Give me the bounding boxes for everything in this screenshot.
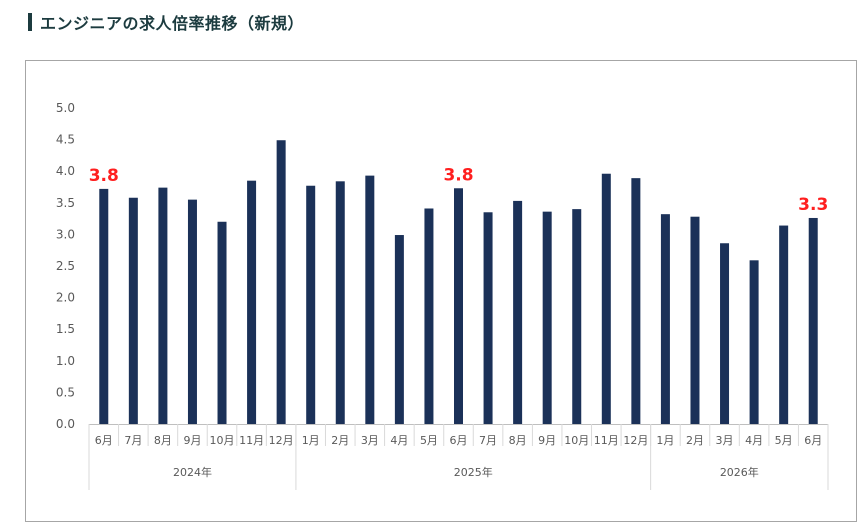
x-category-label: 12月 <box>269 434 294 447</box>
bar-20 <box>660 214 670 424</box>
x-year-label: 2025年 <box>454 465 493 479</box>
heading-accent-bar <box>28 13 32 31</box>
bar-4 <box>187 199 197 424</box>
x-category-label: 1月 <box>656 434 674 447</box>
x-category-label: 7月 <box>479 434 497 447</box>
x-category-label: 12月 <box>623 434 648 447</box>
x-category-label: 5月 <box>775 434 793 447</box>
x-category-label: 6月 <box>95 434 113 447</box>
x-category-label: 11月 <box>594 434 619 447</box>
x-category-label: 5月 <box>420 434 438 447</box>
x-category-label: 6月 <box>804 434 822 447</box>
bar-3 <box>158 187 168 424</box>
bar-22 <box>720 243 730 424</box>
bar-6 <box>247 180 257 424</box>
x-category-label: 9月 <box>183 434 201 447</box>
chart-frame: 0.0 0.5 1.0 1.5 2.0 2.5 3.0 3.5 4.0 4.5 5.0 6月 7月 8月 9… <box>25 60 857 522</box>
x-category-label: 2月 <box>331 434 349 447</box>
bar-11 <box>394 235 404 424</box>
x-category-label: 6月 <box>450 434 468 447</box>
x-category-label: 2月 <box>686 434 704 447</box>
y-tick-label: 3.0 <box>56 227 75 241</box>
y-tick-label: 4.0 <box>56 164 75 178</box>
bar-23 <box>749 260 759 424</box>
y-tick-label: 2.0 <box>56 291 75 305</box>
bar-8 <box>306 185 316 424</box>
bar-24 <box>779 225 789 424</box>
data-label: 3.8 <box>89 166 119 186</box>
y-tick-label: 1.0 <box>56 354 75 368</box>
data-label: 3.8 <box>443 165 473 185</box>
x-category-label: 10月 <box>564 434 589 447</box>
y-tick-label: 1.5 <box>56 322 75 336</box>
bar-15 <box>513 200 523 424</box>
y-tick-label: 5.0 <box>56 101 75 115</box>
x-category-label: 1月 <box>302 434 320 447</box>
x-year-label: 2026年 <box>720 465 759 479</box>
bar-21 <box>690 216 700 424</box>
page-title: エンジニアの求人倍率推移（新規） <box>40 14 305 33</box>
bar-18 <box>601 173 611 424</box>
x-category-label: 8月 <box>509 434 527 447</box>
x-year-label: 2024年 <box>173 465 212 479</box>
bar-14 <box>483 212 493 424</box>
bar-10 <box>365 175 375 424</box>
y-tick-label: 4.5 <box>56 133 75 147</box>
bar-13 <box>454 188 463 424</box>
data-label: 3.3 <box>798 195 828 215</box>
bar-1 <box>99 188 109 424</box>
bar-chart: 0.0 0.5 1.0 1.5 2.0 2.5 3.0 3.5 4.0 4.5 5.0 6月 7月 8月 9… <box>56 101 829 490</box>
y-tick-label: 2.5 <box>56 259 75 273</box>
x-category-label: 7月 <box>124 434 142 447</box>
y-tick-label: 0.5 <box>56 385 75 399</box>
x-category-label: 4月 <box>390 434 408 447</box>
bar-7 <box>276 140 286 424</box>
y-tick-label: 0.0 <box>56 417 75 431</box>
chart-heading: エンジニアの求人倍率推移（新規） <box>28 10 304 34</box>
x-category-label: 8月 <box>154 434 172 447</box>
bar-19 <box>631 178 641 424</box>
bar-25 <box>808 217 818 424</box>
bar-9 <box>335 181 345 424</box>
bar-12 <box>424 208 434 424</box>
bar-17 <box>572 209 582 424</box>
bar-5 <box>217 221 227 424</box>
x-category-label: 4月 <box>745 434 763 447</box>
x-category-label: 9月 <box>538 434 556 447</box>
bar-2 <box>128 197 138 424</box>
x-category-label: 3月 <box>361 434 379 447</box>
bar-16 <box>542 211 552 424</box>
x-category-label: 10月 <box>210 434 235 447</box>
x-category-label: 11月 <box>239 434 264 447</box>
x-category-label: 3月 <box>716 434 734 447</box>
y-tick-label: 3.5 <box>56 196 75 210</box>
